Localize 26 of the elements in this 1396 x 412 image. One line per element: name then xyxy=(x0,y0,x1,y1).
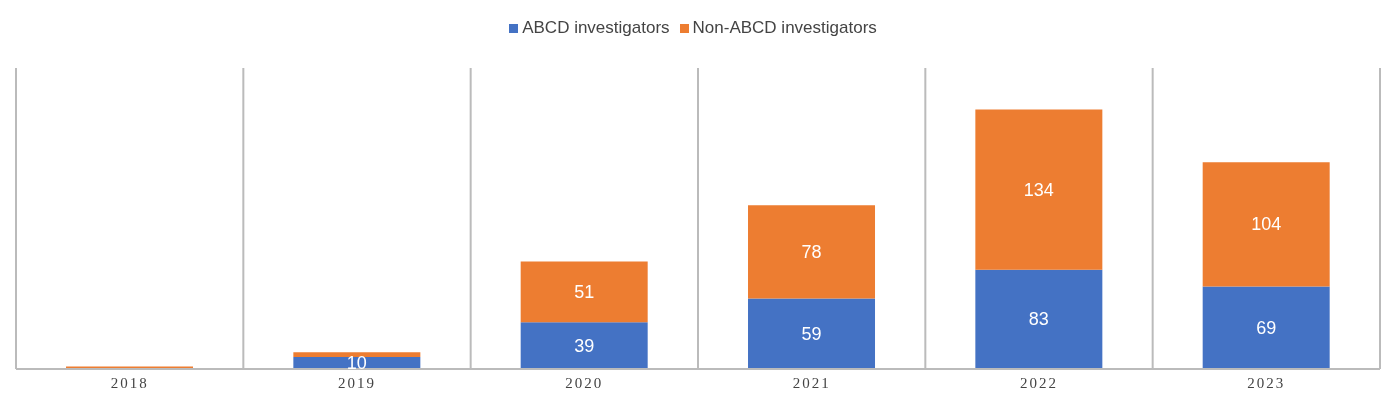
x-tick-label: 2021 xyxy=(792,374,831,391)
bar xyxy=(748,298,876,369)
x-tick-label: 2020 xyxy=(565,374,604,391)
bar xyxy=(293,352,421,358)
data-label: 51 xyxy=(574,281,595,302)
x-tick-label: 2023 xyxy=(1247,374,1286,391)
legend-label: Non-ABCD investigators xyxy=(692,18,877,37)
data-label: 69 xyxy=(1256,317,1277,338)
bar xyxy=(975,109,1103,270)
data-label: 59 xyxy=(801,323,822,344)
bar xyxy=(1202,286,1330,369)
data-label: 10 xyxy=(346,353,367,374)
data-label: 134 xyxy=(1023,179,1054,200)
bar xyxy=(748,205,876,299)
bar xyxy=(975,269,1103,369)
x-tick-label: 2019 xyxy=(338,374,376,391)
x-tick-label: 2022 xyxy=(1020,374,1058,391)
bar xyxy=(520,261,648,323)
legend-label: ABCD investigators xyxy=(522,18,670,37)
x-tick-label: 2018 xyxy=(110,374,149,391)
bar xyxy=(1202,162,1330,287)
data-label: 104 xyxy=(1251,214,1282,235)
bar xyxy=(520,322,648,369)
data-label: 78 xyxy=(801,241,822,262)
data-label: 83 xyxy=(1028,309,1049,330)
data-label: 39 xyxy=(574,335,595,356)
